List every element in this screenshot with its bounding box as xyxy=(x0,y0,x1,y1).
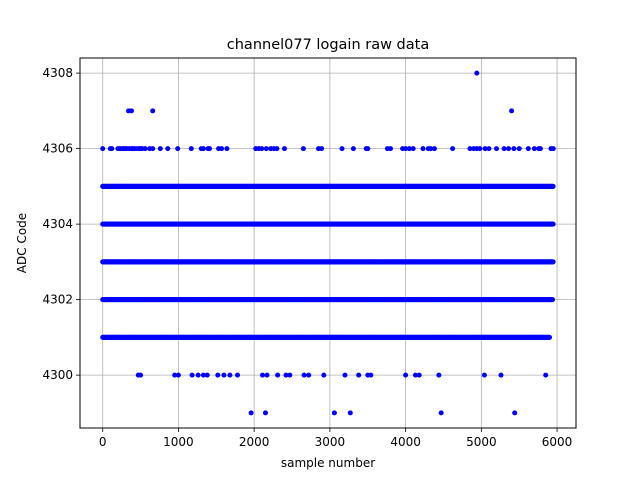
data-point xyxy=(547,334,552,340)
data-point xyxy=(550,297,555,303)
data-points xyxy=(100,70,556,416)
data-point xyxy=(550,259,556,265)
grid-lines xyxy=(80,58,576,428)
